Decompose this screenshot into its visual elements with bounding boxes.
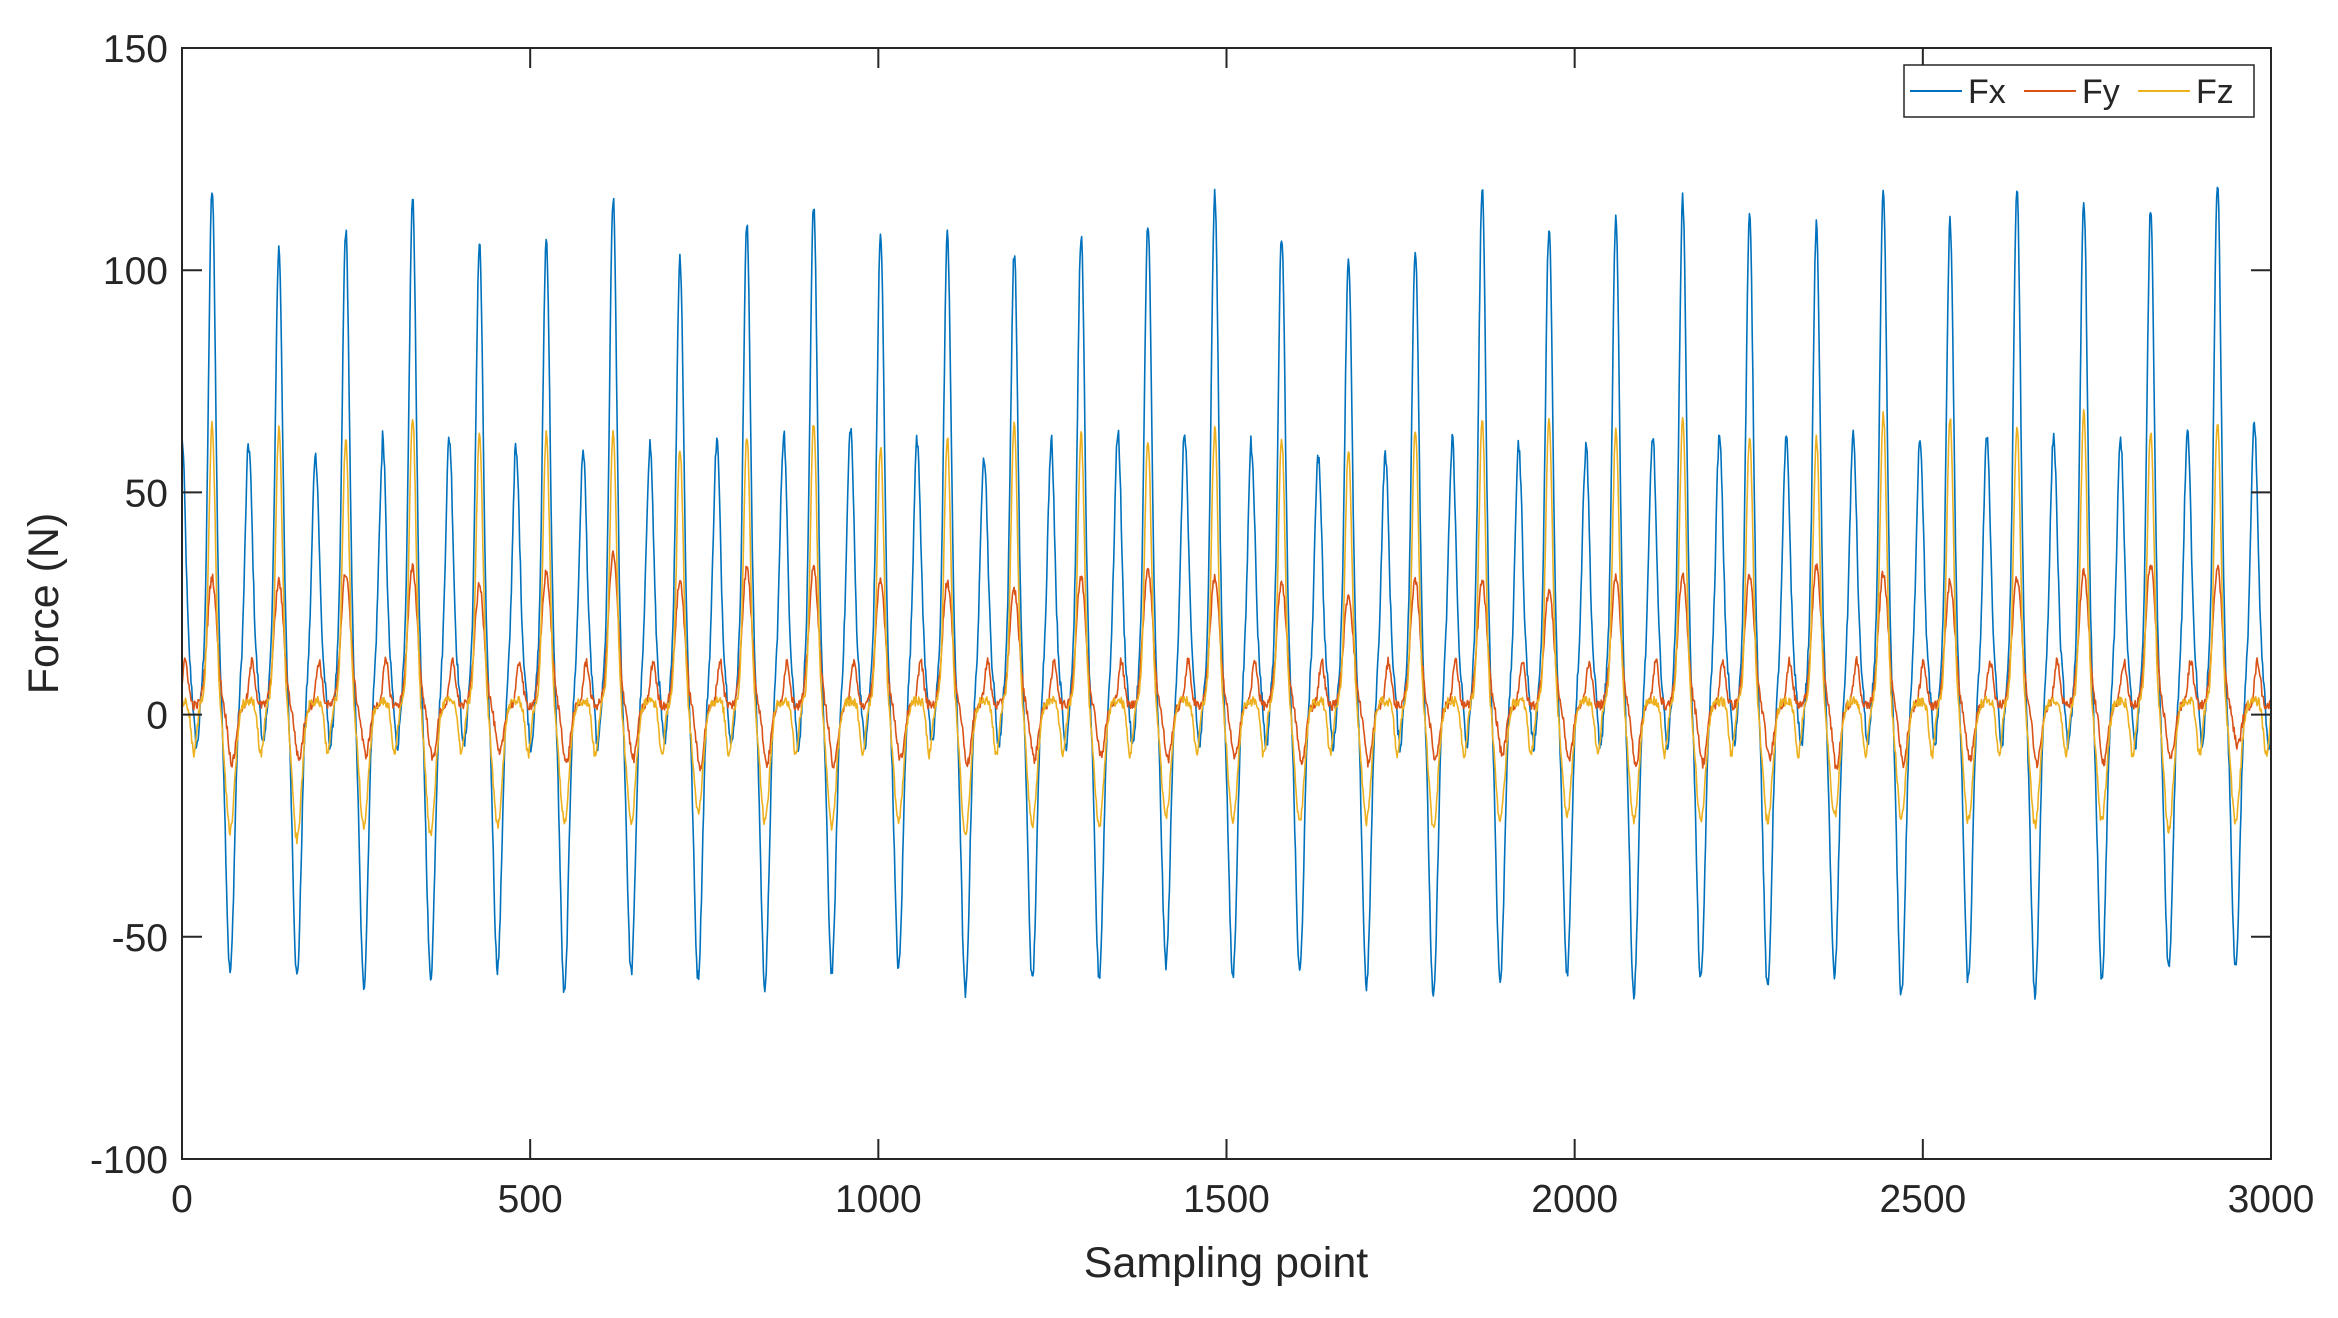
x-tick-label: 1000: [835, 1178, 922, 1221]
legend-label-fy: Fy: [2082, 73, 2120, 111]
y-tick-label: 150: [103, 28, 168, 71]
x-axis-label: Sampling point: [1084, 1239, 1369, 1287]
legend-box: [1903, 64, 2255, 118]
x-tick-label: 2500: [1879, 1178, 1966, 1221]
series-line-fy: [181, 550, 2272, 772]
y-tick-label: 100: [103, 250, 168, 293]
y-axis-label: Force (N): [20, 513, 68, 695]
tick-layer: 0 500 1000 1500 2000 2500 3000 -100 -50 0 50 100 150: [90, 28, 2314, 1221]
series-layer: [181, 186, 2272, 1000]
y-tick-label: -50: [112, 917, 168, 960]
x-tick-label: 1500: [1183, 1178, 1270, 1221]
y-tick-label: 0: [146, 695, 168, 738]
x-tick-label: 500: [498, 1178, 563, 1221]
legend-label-fx: Fx: [1968, 73, 2006, 111]
y-tick-label: 50: [125, 472, 168, 515]
x-tick-label: 0: [171, 1178, 193, 1221]
series-line-fz: [181, 408, 2272, 845]
legend: Fx Fy Fz: [1903, 64, 2255, 118]
y-tick-label: -100: [90, 1139, 168, 1182]
plot-area: [182, 48, 2271, 1159]
legend-label-fz: Fz: [2196, 73, 2234, 111]
x-tick-label: 3000: [2228, 1178, 2315, 1221]
x-tick-label: 2000: [1531, 1178, 1618, 1221]
